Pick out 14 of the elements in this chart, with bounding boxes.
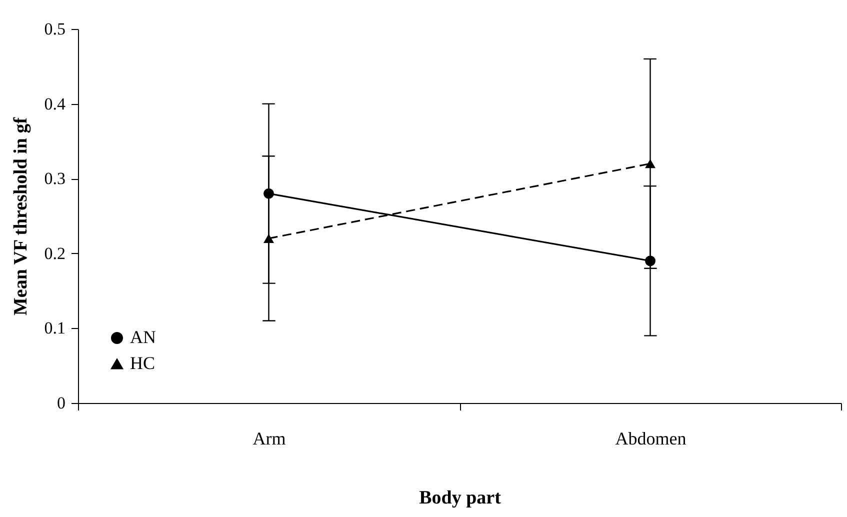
y-tick-label: 0.5: [44, 20, 66, 38]
x-tick-label: Arm: [252, 428, 286, 448]
y-tick-label: 0: [57, 394, 66, 412]
point: [264, 188, 274, 199]
y-axis-title: Mean VF threshold in gf: [10, 116, 32, 316]
legend-label: AN: [130, 327, 156, 347]
x-tick-label: Abdomen: [615, 428, 686, 448]
y-tick-label: 0.1: [44, 318, 66, 338]
legend-label: HC: [130, 353, 156, 373]
y-tick-label: 0.4: [44, 94, 66, 114]
y-tick-label: 0.3: [44, 169, 66, 188]
y-tick-label: 0.2: [44, 244, 66, 263]
point: [645, 256, 656, 266]
x-axis-title: Body part: [419, 488, 502, 508]
